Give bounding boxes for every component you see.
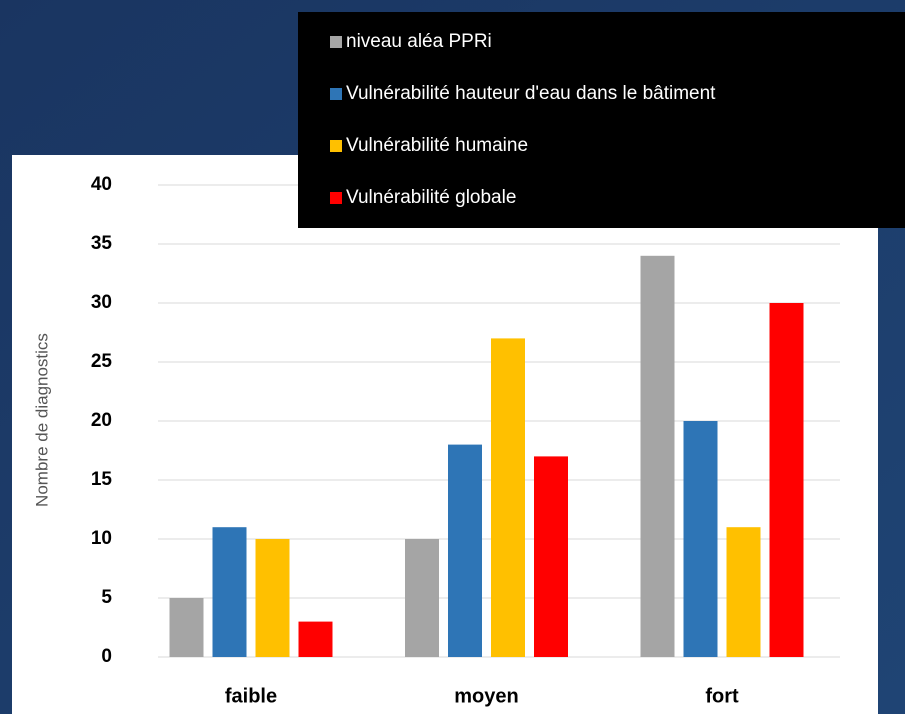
x-tick-label: fort [705, 685, 739, 707]
legend-label: niveau aléa PPRi [346, 31, 492, 52]
y-tick-label: 30 [91, 292, 112, 313]
y-tick-label: 35 [91, 233, 113, 254]
y-tick-label: 25 [91, 351, 113, 372]
bar [405, 539, 439, 657]
x-tick-label: moyen [454, 685, 518, 707]
bar [534, 456, 568, 657]
bar [726, 527, 761, 657]
bar [491, 338, 525, 657]
bar [212, 527, 247, 657]
bar [298, 621, 333, 657]
legend-swatch [330, 88, 342, 100]
legend-box [298, 12, 905, 228]
y-tick-label: 5 [101, 587, 112, 608]
y-axis-label: Nombre de diagnostics [32, 333, 51, 507]
y-tick-label: 0 [101, 646, 112, 667]
y-tick-label: 10 [91, 528, 112, 549]
bar [255, 539, 290, 657]
legend-swatch [330, 36, 342, 48]
legend-swatch [330, 140, 342, 152]
bar [448, 444, 482, 657]
x-tick-label: faible [225, 685, 277, 707]
y-tick-label: 15 [91, 469, 113, 490]
bar [683, 421, 718, 657]
bar [769, 303, 804, 657]
bar [640, 255, 675, 658]
legend-label: Vulnérabilité humaine [346, 135, 528, 156]
y-tick-label: 40 [91, 174, 112, 195]
bar [169, 598, 204, 657]
y-tick-label: 20 [91, 410, 112, 431]
legend-label: Vulnérabilité hauteur d'eau dans le bâti… [346, 83, 716, 104]
legend-label: Vulnérabilité globale [346, 187, 516, 208]
legend-swatch [330, 192, 342, 204]
